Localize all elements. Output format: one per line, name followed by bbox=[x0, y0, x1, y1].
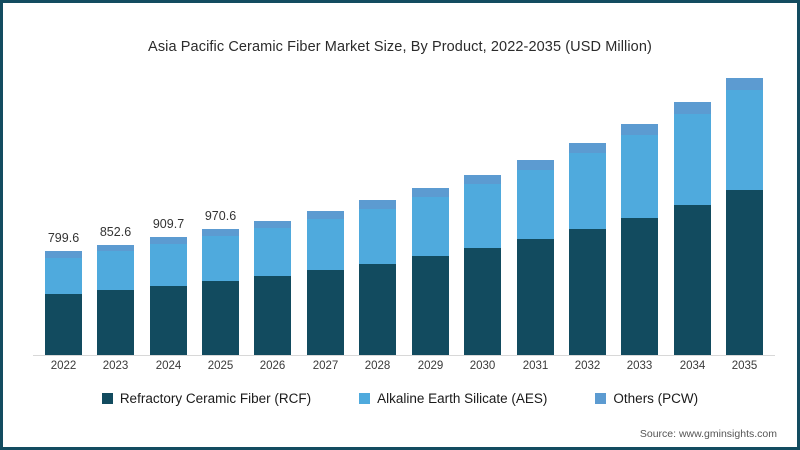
bar-segment[interactable] bbox=[45, 257, 82, 295]
bar-segment[interactable] bbox=[359, 200, 396, 209]
bar-stack[interactable] bbox=[202, 229, 239, 355]
bar-segment[interactable] bbox=[202, 236, 239, 281]
bar-segment[interactable] bbox=[45, 294, 82, 355]
x-tick-label: 2035 bbox=[731, 360, 758, 372]
bar-segment[interactable] bbox=[359, 208, 396, 264]
bar-value-label: 909.7 bbox=[152, 217, 185, 232]
bar-segment[interactable] bbox=[254, 228, 291, 276]
bar-segment[interactable] bbox=[412, 256, 449, 355]
bar-stack[interactable] bbox=[674, 102, 711, 355]
chart-title: Asia Pacific Ceramic Fiber Market Size, … bbox=[148, 39, 652, 55]
bar-segment[interactable] bbox=[202, 280, 239, 355]
bar-stack[interactable] bbox=[45, 251, 82, 355]
bar-segment[interactable] bbox=[97, 289, 134, 355]
bar-stack[interactable] bbox=[464, 174, 501, 355]
bar-segment[interactable] bbox=[621, 123, 658, 135]
x-tick-label: 2031 bbox=[522, 360, 549, 372]
bar-segment[interactable] bbox=[517, 159, 554, 170]
x-tick-label: 2030 bbox=[469, 360, 496, 372]
bar-segment[interactable] bbox=[412, 196, 449, 257]
bar-value-label: 852.6 bbox=[99, 224, 132, 239]
bar-stack[interactable] bbox=[569, 142, 606, 355]
legend-item[interactable]: Alkaline Earth Silicate (AES) bbox=[359, 391, 547, 406]
x-tick-label: 2022 bbox=[50, 360, 77, 372]
x-tick-label: 2033 bbox=[626, 360, 653, 372]
plot-area: 799.6 852.6 909.7 970.6 bbox=[37, 77, 771, 355]
bar-stack[interactable] bbox=[726, 77, 763, 355]
bar-value-label: 799.6 bbox=[47, 231, 80, 246]
x-tick-label: 2026 bbox=[259, 360, 286, 372]
bar-segment[interactable] bbox=[307, 218, 344, 271]
bar-segment[interactable] bbox=[97, 244, 134, 251]
bar-stack[interactable] bbox=[359, 200, 396, 355]
bar-segment[interactable] bbox=[726, 189, 763, 355]
bar-segment[interactable] bbox=[307, 211, 344, 219]
x-tick-label: 2034 bbox=[679, 360, 706, 372]
bar-stack[interactable] bbox=[97, 244, 134, 355]
bar-value-label: 970.6 bbox=[204, 209, 237, 224]
legend-item[interactable]: Others (PCW) bbox=[595, 391, 698, 406]
chart-legend: Refractory Ceramic Fiber (RCF) Alkaline E… bbox=[3, 391, 797, 406]
x-tick-label: 2024 bbox=[155, 360, 182, 372]
bar-segment[interactable] bbox=[517, 169, 554, 240]
legend-label: Others (PCW) bbox=[613, 391, 699, 406]
bar-segment[interactable] bbox=[517, 239, 554, 355]
x-tick-label: 2025 bbox=[207, 360, 234, 372]
bar-stack[interactable] bbox=[150, 237, 187, 355]
bar-segment[interactable] bbox=[674, 204, 711, 355]
bar-segment[interactable] bbox=[97, 251, 134, 290]
bar-segment[interactable] bbox=[150, 285, 187, 355]
x-tick-label: 2023 bbox=[102, 360, 129, 372]
x-tick-label: 2032 bbox=[574, 360, 601, 372]
bar-segment[interactable] bbox=[726, 77, 763, 91]
bar-segment[interactable] bbox=[464, 183, 501, 249]
bar-segment[interactable] bbox=[254, 220, 291, 229]
bar-stack[interactable] bbox=[254, 220, 291, 355]
bar-stack[interactable] bbox=[307, 211, 344, 355]
bar-stack[interactable] bbox=[412, 188, 449, 355]
bar-segment[interactable] bbox=[674, 102, 711, 114]
bar-stack[interactable] bbox=[621, 123, 658, 355]
legend-swatch-icon bbox=[595, 393, 607, 404]
bar-segment[interactable] bbox=[726, 90, 763, 190]
x-axis-line bbox=[33, 355, 775, 356]
bar-segment[interactable] bbox=[359, 263, 396, 355]
bar-segment[interactable] bbox=[569, 142, 606, 154]
source-note: Source: www.gminsights.com bbox=[639, 428, 777, 440]
bar-stack[interactable] bbox=[517, 159, 554, 355]
bar-segment[interactable] bbox=[569, 153, 606, 230]
legend-label: Alkaline Earth Silicate (AES) bbox=[377, 391, 548, 406]
x-axis-tick-labels: 2022 2023 2024 2025 2026 2027 2028 2029 2030 2031… bbox=[37, 360, 771, 380]
bar-segment[interactable] bbox=[412, 188, 449, 197]
bar-segment[interactable] bbox=[45, 251, 82, 258]
bar-segment[interactable] bbox=[674, 113, 711, 205]
legend-label: Refractory Ceramic Fiber (RCF) bbox=[119, 391, 312, 406]
bar-segment[interactable] bbox=[254, 275, 291, 355]
x-tick-label: 2029 bbox=[417, 360, 444, 372]
x-tick-label: 2028 bbox=[364, 360, 391, 372]
bar-segment[interactable] bbox=[621, 217, 658, 355]
x-tick-label: 2027 bbox=[312, 360, 339, 372]
bar-segment[interactable] bbox=[464, 174, 501, 184]
legend-swatch-icon bbox=[359, 393, 371, 404]
legend-item[interactable]: Refractory Ceramic Fiber (RCF) bbox=[101, 391, 312, 406]
legend-swatch-icon bbox=[101, 393, 113, 404]
bar-segment[interactable] bbox=[464, 248, 501, 355]
bar-segment[interactable] bbox=[150, 237, 187, 244]
bar-segment[interactable] bbox=[202, 229, 239, 237]
bar-segment[interactable] bbox=[569, 229, 606, 355]
bar-segment[interactable] bbox=[307, 270, 344, 355]
bar-segment[interactable] bbox=[621, 134, 658, 218]
bar-segment[interactable] bbox=[150, 243, 187, 286]
